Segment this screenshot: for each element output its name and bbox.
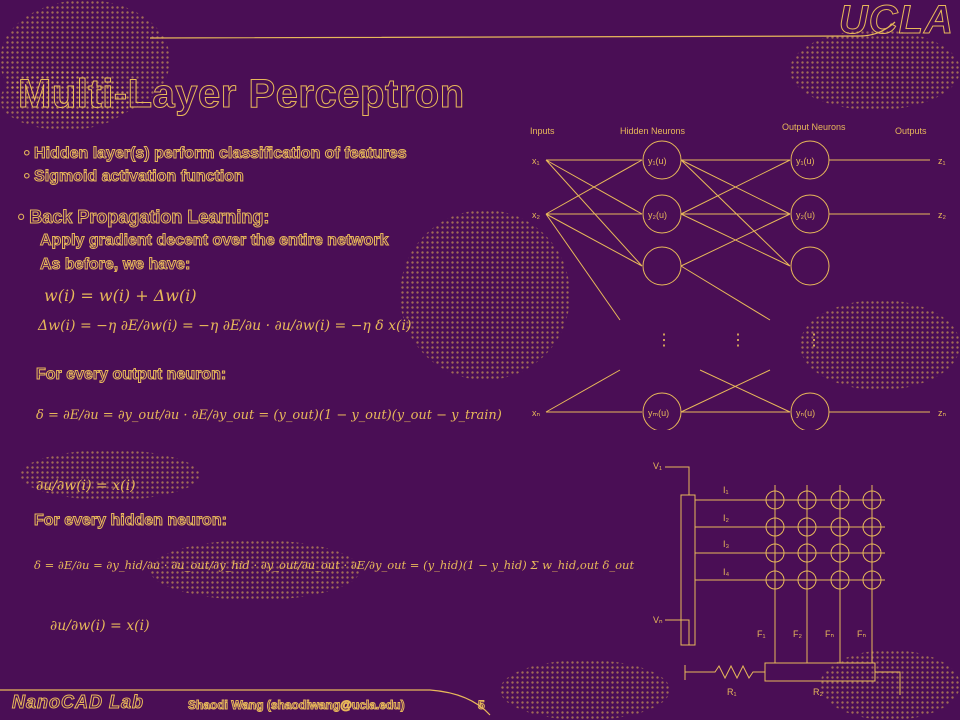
- crossbar-cell: [765, 490, 785, 510]
- output-neuron: [790, 246, 830, 286]
- crossbar-cell: [862, 490, 882, 510]
- bullet-item: • Hidden layer(s) perform classification…: [24, 145, 408, 163]
- r2-label: R₂: [813, 687, 823, 697]
- lab-name: NanoCAD Lab: [12, 692, 144, 713]
- crossbar-cell: [797, 517, 817, 537]
- hidden-label: y₂(u): [648, 210, 667, 220]
- row-label: I₂: [723, 513, 730, 523]
- ellipsis-dots: ⋮: [656, 332, 672, 349]
- col-label: Fₙ: [857, 629, 866, 639]
- section-output-neuron: For every output neuron:: [35, 366, 227, 384]
- output-label: y₂(u): [796, 210, 815, 220]
- header-outputs: Outputs: [895, 126, 927, 136]
- crossbar-cell: [830, 543, 850, 563]
- output-value: zₙ: [938, 408, 947, 418]
- row-label: I₃: [723, 539, 730, 549]
- decorative-texture: [150, 540, 360, 600]
- equation-update: w(i) = w(i) + Δw(i): [44, 286, 197, 305]
- hidden-label: y₁(u): [648, 156, 667, 166]
- equation-delta-w: Δw(i) = −η ∂E/∂w(i) = −η ∂E/∂u · ∂u/∂w(i…: [38, 318, 412, 334]
- hidden-neuron: [642, 246, 682, 286]
- crossbar-circuit-diagram: V₁ Vₙ I₁ I₂ I₃ I₄ F₁ F₂ Fₙ Fₙ R₁ R₂: [653, 461, 901, 697]
- bullet-list: • Hidden layer(s) perform classification…: [24, 142, 408, 188]
- output-label: y₁(u): [796, 156, 815, 166]
- col-label: Fₙ: [825, 629, 834, 639]
- driver-block: [680, 494, 696, 646]
- crossbar-cell: [862, 570, 882, 590]
- equation-delta-hidden: δ = ∂E/∂u = ∂y_hid/∂u · ∂u_out/∂y_hid · …: [34, 558, 635, 572]
- output-value: z₁: [938, 156, 946, 166]
- author-credit: Shaodi Wang (shaodiwang@ucla.edu): [188, 698, 406, 713]
- col-label: F₂: [793, 629, 802, 639]
- bp-heading: • Back Propagation Learning:: [17, 207, 270, 228]
- crossbar-cell: [830, 490, 850, 510]
- decorative-texture: [800, 300, 960, 390]
- section-hidden-neuron: For every hidden neuron:: [34, 512, 228, 530]
- hidden-label: yₘ(u): [648, 408, 669, 418]
- decorative-texture: [20, 450, 200, 500]
- bullet-item: • Sigmoid activation function: [24, 168, 245, 186]
- vn-label: Vₙ: [653, 615, 663, 625]
- crossbar-cell: [797, 570, 817, 590]
- decorative-texture: [500, 660, 670, 720]
- ellipsis-dots: ⋮: [730, 332, 746, 349]
- decorative-texture: [0, 70, 130, 130]
- decorative-texture: [790, 30, 960, 110]
- equation-du-dw: ∂u/∂w(i) = x(i): [36, 478, 136, 494]
- bp-line: As before, we have:: [39, 256, 191, 274]
- header-rule: [149, 21, 896, 39]
- r1-label: R₁: [727, 687, 737, 697]
- bp-line: Apply gradient decent over the entire ne…: [40, 232, 390, 250]
- crossbar-cell: [797, 543, 817, 563]
- crossbar-cell: [862, 543, 882, 563]
- network-diagram: Inputs Hidden Neurons Output Neurons Out…: [530, 122, 947, 430]
- crossbar-cell: [765, 543, 785, 563]
- row-label: I₁: [723, 485, 729, 495]
- decorative-texture: [820, 650, 960, 720]
- row-label: I₄: [723, 567, 730, 577]
- crossbar-cell: [830, 570, 850, 590]
- sum-block: [764, 662, 876, 682]
- output-value: z₂: [938, 210, 947, 220]
- crossbar-cell: [797, 490, 817, 510]
- decorative-texture: [400, 210, 570, 380]
- header-inputs: Inputs: [530, 126, 555, 136]
- input-label: x₁: [532, 156, 540, 166]
- equation-du-dw-hidden: ∂u/∂w(i) = x(i): [50, 618, 150, 634]
- v1-label: V₁: [653, 461, 662, 471]
- equation-delta-output: δ = ∂E/∂u = ∂y_out/∂u · ∂E/∂y_out = (y_o…: [36, 408, 502, 423]
- output-label: yₙ(u): [796, 408, 815, 418]
- ucla-logo: UCLA: [838, 0, 954, 43]
- page-number: 5: [478, 698, 486, 713]
- header-hidden: Hidden Neurons: [620, 126, 686, 136]
- crossbar-cell: [830, 517, 850, 537]
- input-label: x₂: [532, 210, 541, 220]
- footer-rule: [0, 689, 491, 716]
- crossbar-cell: [862, 517, 882, 537]
- header-output-neurons: Output Neurons: [782, 122, 846, 132]
- ellipsis-dots: ⋮: [806, 332, 822, 349]
- input-label: xₙ: [532, 408, 541, 418]
- crossbar-cell: [765, 570, 785, 590]
- page-title: Multi-Layer Perceptron: [18, 72, 465, 117]
- crossbar-cell: [765, 517, 785, 537]
- col-label: F₁: [757, 629, 766, 639]
